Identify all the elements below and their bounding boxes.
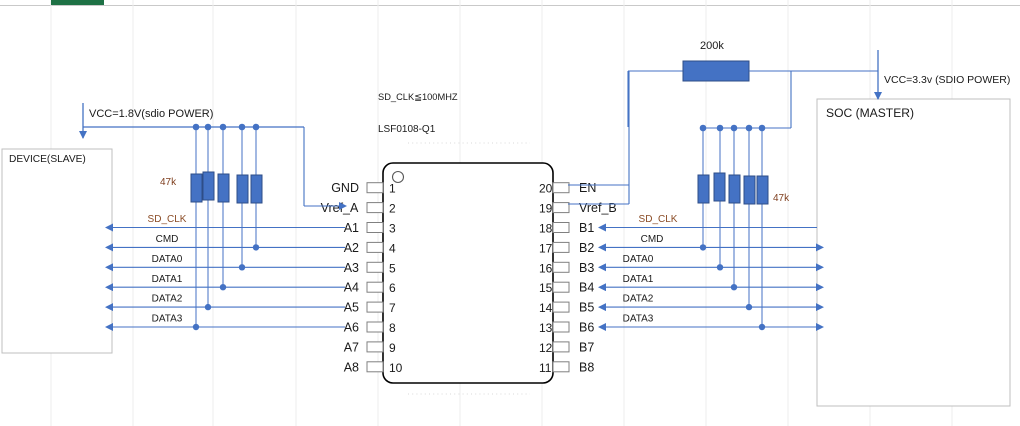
svg-text:DATA3: DATA3	[623, 314, 654, 325]
svg-text:47k: 47k	[773, 193, 790, 204]
svg-text:EN: EN	[579, 181, 596, 195]
svg-text:9: 9	[389, 341, 396, 355]
svg-text:SD_CLK: SD_CLK	[639, 214, 678, 225]
svg-text:DATA1: DATA1	[152, 274, 183, 285]
svg-text:13: 13	[539, 321, 553, 335]
svg-text:A5: A5	[344, 301, 359, 315]
svg-text:DEVICE(SLAVE): DEVICE(SLAVE)	[9, 154, 86, 165]
svg-text:VCC=1.8V(sdio POWER): VCC=1.8V(sdio POWER)	[89, 108, 213, 120]
svg-text:CMD: CMD	[156, 234, 179, 245]
svg-text:SD_CLK: SD_CLK	[148, 214, 187, 225]
svg-text:10: 10	[389, 361, 403, 375]
svg-text:GND: GND	[331, 181, 359, 195]
svg-text:DATA3: DATA3	[152, 314, 183, 325]
svg-text:A3: A3	[344, 261, 359, 275]
svg-text:B5: B5	[579, 301, 594, 315]
svg-text:Vref_B: Vref_B	[579, 201, 617, 215]
svg-text:3: 3	[389, 222, 396, 236]
svg-text:200k: 200k	[700, 40, 724, 52]
svg-text:DATA1: DATA1	[623, 274, 654, 285]
svg-text:VCC=3.3v (SDIO POWER): VCC=3.3v (SDIO POWER)	[884, 74, 1010, 86]
svg-text:5: 5	[389, 261, 396, 275]
svg-text:B6: B6	[579, 321, 594, 335]
svg-text:15: 15	[539, 281, 553, 295]
svg-text:A4: A4	[344, 281, 359, 295]
svg-text:7: 7	[389, 301, 396, 315]
svg-text:17: 17	[539, 241, 553, 255]
svg-text:14: 14	[539, 301, 553, 315]
svg-text:A8: A8	[344, 360, 359, 374]
svg-text:A6: A6	[344, 321, 359, 335]
svg-text:DATA0: DATA0	[623, 254, 654, 265]
svg-text:DATA2: DATA2	[152, 294, 183, 305]
svg-text:CMD: CMD	[641, 234, 664, 245]
svg-text:16: 16	[539, 261, 553, 275]
svg-text:A1: A1	[344, 221, 359, 235]
svg-text:A2: A2	[344, 241, 359, 255]
svg-text:B7: B7	[579, 340, 594, 354]
svg-text:8: 8	[389, 321, 396, 335]
svg-text:B2: B2	[579, 241, 594, 255]
svg-text:B1: B1	[579, 221, 594, 235]
svg-text:LSF0108-Q1: LSF0108-Q1	[378, 124, 436, 135]
svg-text:18: 18	[539, 222, 553, 236]
svg-text:SOC (MASTER): SOC (MASTER)	[826, 106, 914, 120]
svg-text:A7: A7	[344, 340, 359, 354]
svg-text:12: 12	[539, 341, 553, 355]
svg-text:DATA0: DATA0	[152, 254, 183, 265]
svg-text:2: 2	[389, 202, 396, 216]
svg-text:47k: 47k	[160, 177, 177, 188]
svg-text:11: 11	[539, 361, 552, 375]
svg-text:DATA2: DATA2	[623, 294, 654, 305]
svg-text:6: 6	[389, 281, 396, 295]
svg-text:B8: B8	[579, 360, 594, 374]
svg-text:SD_CLK≦100MHZ: SD_CLK≦100MHZ	[378, 92, 458, 102]
svg-text:19: 19	[539, 202, 553, 216]
svg-text:1: 1	[389, 182, 396, 196]
svg-text:20: 20	[539, 182, 553, 196]
svg-text:Vref_A: Vref_A	[321, 201, 359, 215]
svg-text:B3: B3	[579, 261, 594, 275]
svg-text:4: 4	[389, 241, 396, 255]
svg-text:B4: B4	[579, 281, 594, 295]
